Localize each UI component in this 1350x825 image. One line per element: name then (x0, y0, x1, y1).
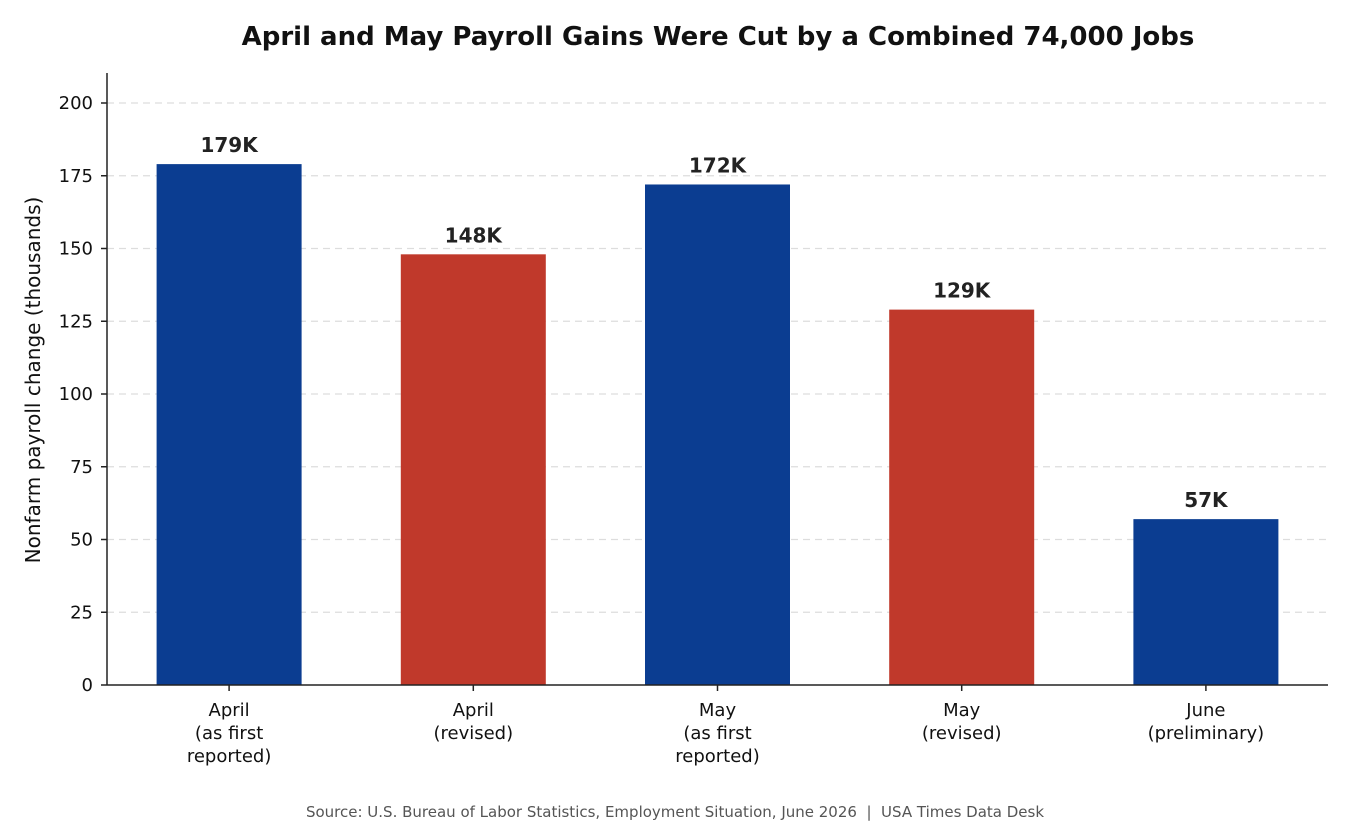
x-tick-label-line: (as first (195, 723, 263, 744)
y-tick-label: 0 (82, 675, 93, 696)
data-label: 179K (200, 133, 259, 157)
x-tick-label: April (as first reported) (187, 700, 272, 767)
source-note: Source: U.S. Bureau of Labor Statistics,… (306, 803, 1044, 821)
y-tick-label: 75 (70, 457, 93, 478)
y-tick-label: 175 (59, 166, 93, 187)
y-tick-label: 200 (59, 93, 93, 114)
bar (889, 309, 1035, 685)
bar (1133, 519, 1279, 685)
x-tick-label-line: (revised) (922, 723, 1002, 744)
y-axis-label: Nonfarm payroll change (thousands) (21, 197, 45, 564)
x-tick-label-line: reported) (675, 746, 760, 767)
x-ticks: April (as first reported)April (revised)May… (187, 685, 1264, 767)
data-label: 172K (689, 153, 748, 177)
y-ticks: 0 25 50 75 100 125 150 175 200 (59, 93, 107, 696)
x-tick-label-line: (preliminary) (1148, 723, 1265, 744)
x-tick-label-line: (revised) (433, 723, 513, 744)
x-tick-label: May (revised) (922, 700, 1002, 744)
bar (645, 184, 790, 686)
x-tick-label-line: April (453, 700, 494, 721)
data-label: 148K (445, 223, 504, 247)
bar (400, 254, 546, 685)
x-tick-label-line: May (943, 700, 981, 721)
bars (156, 164, 1279, 686)
x-tick-label-line: April (209, 700, 250, 721)
x-tick-label-line: reported) (187, 746, 272, 767)
y-tick-label: 100 (59, 384, 93, 405)
x-tick-label-line: (as first (683, 723, 751, 744)
x-tick-label: May (as first reported) (675, 700, 760, 767)
data-label: 57K (1184, 488, 1229, 512)
y-tick-label: 25 (70, 602, 93, 623)
y-tick-label: 125 (59, 311, 93, 332)
data-label: 129K (933, 279, 992, 303)
x-tick-label-line: May (699, 700, 737, 721)
x-tick-label: April (revised) (433, 700, 513, 744)
bar (156, 164, 302, 686)
y-tick-label: 150 (59, 239, 93, 260)
x-tick-label-line: June (1185, 700, 1225, 721)
chart-title: April and May Payroll Gains Were Cut by … (242, 22, 1195, 52)
y-tick-label: 50 (70, 530, 93, 551)
x-tick-label: June (preliminary) (1148, 700, 1265, 744)
data-labels: 179K 148K 172K 129K 57K (200, 133, 1229, 512)
